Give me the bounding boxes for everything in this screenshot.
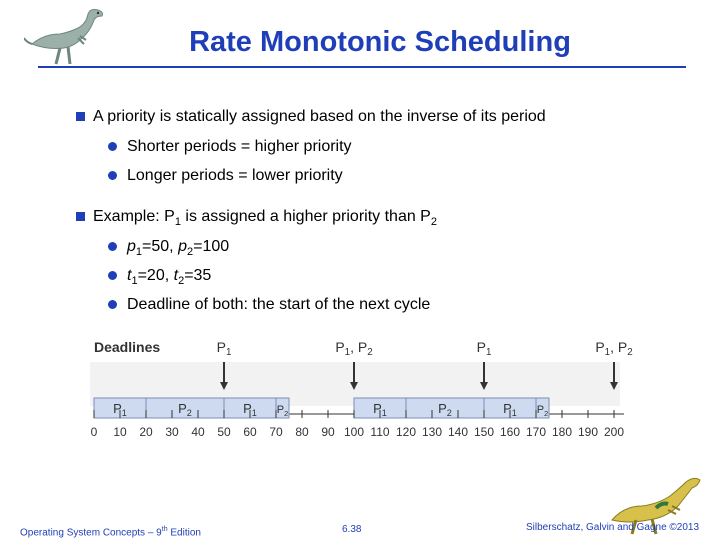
tick-label: 20 <box>139 425 153 439</box>
segment-label: P2 <box>537 404 549 418</box>
tick-label: 10 <box>113 425 127 439</box>
round-bullet-icon <box>108 242 117 252</box>
segment-label: P1 <box>243 401 257 418</box>
bullet-shorter-periods: Shorter periods = higher priority <box>108 138 352 156</box>
tick-label: 0 <box>91 425 98 439</box>
deadline-marker: P1 <box>217 339 232 390</box>
square-bullet-icon <box>76 112 85 122</box>
round-bullet-icon <box>108 171 117 181</box>
segment-label: P1 <box>373 401 387 418</box>
tick-label: 180 <box>552 425 572 439</box>
tick-label: 50 <box>217 425 231 439</box>
tick-label: 130 <box>422 425 442 439</box>
deadline-marker: P1 <box>477 339 492 390</box>
bullet-longer-periods: Longer periods = lower priority <box>108 167 343 185</box>
deadlines-label: Deadlines <box>94 339 160 355</box>
dinosaur-illustration-icon <box>611 477 701 535</box>
title-divider <box>38 66 686 68</box>
segment-label: P2 <box>438 401 452 418</box>
footer-authors: Silberschatz, Galvin and Gagne ©2013 <box>526 522 700 533</box>
schedule-segment: P2 <box>145 397 225 419</box>
segment-label: P1 <box>503 401 517 418</box>
round-bullet-icon <box>108 300 117 310</box>
arrowhead-icon <box>220 382 228 390</box>
arrowhead-icon <box>350 382 358 390</box>
footer-page-number: 6.38 <box>342 524 362 535</box>
tick-label: 190 <box>578 425 598 439</box>
schedule-segment: P2 <box>275 397 290 419</box>
tick-label: 40 <box>191 425 205 439</box>
tick-label: 200 <box>604 425 624 439</box>
segment-block <box>275 397 290 419</box>
square-bullet-icon <box>76 212 85 222</box>
schedule-segment: P2 <box>535 397 550 419</box>
tick-label: 80 <box>295 425 309 439</box>
bullet-deadline: Deadline of both: the start of the next … <box>108 296 430 314</box>
dinosaur-logo-icon <box>24 9 103 65</box>
deadline-label: P1 <box>477 339 492 358</box>
bullet-example: Example: P1 is assigned a higher priorit… <box>76 208 437 228</box>
tick-label: 90 <box>321 425 335 439</box>
tick-label: 30 <box>165 425 179 439</box>
schedule-segment: P2 <box>405 397 485 419</box>
deadline-marker: P1, P2 <box>595 339 633 390</box>
tick-label: 150 <box>474 425 494 439</box>
tick-label: 70 <box>269 425 283 439</box>
segment-label: P2 <box>178 401 192 418</box>
tick-label: 160 <box>500 425 520 439</box>
bullet-burst-times: t1=20, t2=35 <box>108 267 211 287</box>
tick-label: 110 <box>370 425 389 439</box>
deadline-marker: P1, P2 <box>335 339 373 390</box>
tick-label: 120 <box>396 425 416 439</box>
deadline-label: P1, P2 <box>595 339 632 358</box>
arrowhead-icon <box>480 382 488 390</box>
slide-title: Rate Monotonic Scheduling <box>189 26 571 58</box>
round-bullet-icon <box>108 271 117 281</box>
segment-block <box>535 397 550 419</box>
deadline-label: P1, P2 <box>335 339 372 358</box>
tick-label: 140 <box>448 425 468 439</box>
segment-label: P2 <box>277 404 289 418</box>
tick-label: 100 <box>344 425 364 439</box>
tick-label: 170 <box>526 425 546 439</box>
tick-label: 60 <box>243 425 257 439</box>
round-bullet-icon <box>108 142 117 152</box>
bullet-periods: p1=50, p2=100 <box>108 238 229 258</box>
deadline-label: P1 <box>217 339 232 358</box>
segment-label: P1 <box>113 401 127 418</box>
scheduling-diagram: Deadlines P1 P1, P2 P1 P1, P2 P1 P2 P1 P2 P1 P2 P… <box>90 339 633 439</box>
bullet-priority-assignment: A priority is statically assigned based … <box>76 108 546 126</box>
arrowhead-icon <box>610 382 618 390</box>
footer-book-title: Operating System Concepts – 9th Edition <box>20 526 201 539</box>
